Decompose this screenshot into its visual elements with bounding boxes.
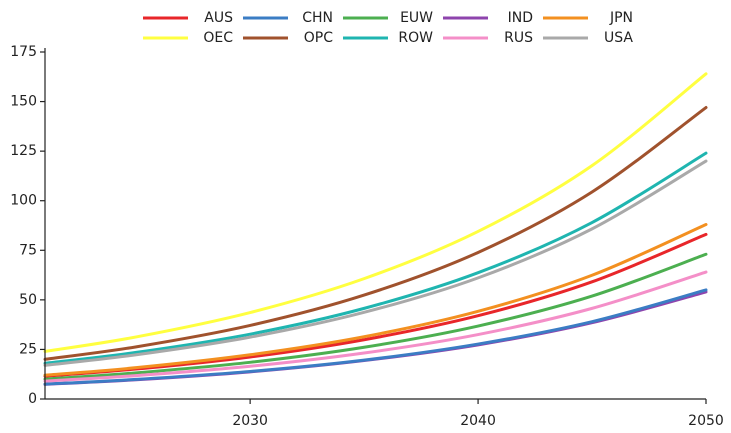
legend: AUS CHN EUW IND JPN OEC OPC ROW RUS USA (143, 10, 633, 46)
legend-label: IND (508, 10, 533, 26)
series-line (43, 72, 708, 353)
legend-label: USA (604, 30, 633, 46)
y-tick-label: 175 (10, 44, 37, 60)
legend-label: ROW (398, 30, 433, 46)
series-line (43, 151, 708, 365)
y-tick-label: 75 (19, 242, 37, 258)
x-tick-label: 2050 (688, 413, 724, 429)
series-line (43, 252, 708, 381)
legend-label: OEC (203, 30, 233, 46)
x-tick-label: 2030 (232, 413, 268, 429)
legend-label: EUW (400, 10, 433, 26)
series-line (43, 106, 708, 361)
y-tick-label: 150 (10, 94, 37, 110)
series-line (43, 270, 708, 383)
legend-label: AUS (204, 10, 233, 26)
x-tick-label: 2040 (460, 413, 496, 429)
series-line (43, 288, 708, 386)
y-tick-label: 50 (19, 292, 37, 308)
plot-area (43, 72, 708, 386)
legend-label: OPC (304, 30, 333, 46)
legend-label: RUS (504, 30, 533, 46)
series-line (43, 223, 708, 377)
legend-label: CHN (302, 10, 333, 26)
y-tick-label: 100 (10, 193, 37, 209)
y-tick-label: 25 (19, 341, 37, 357)
series-line (43, 159, 708, 367)
legend-label: JPN (609, 10, 633, 26)
y-tick-label: 0 (28, 391, 37, 407)
y-tick-label: 125 (10, 143, 37, 159)
